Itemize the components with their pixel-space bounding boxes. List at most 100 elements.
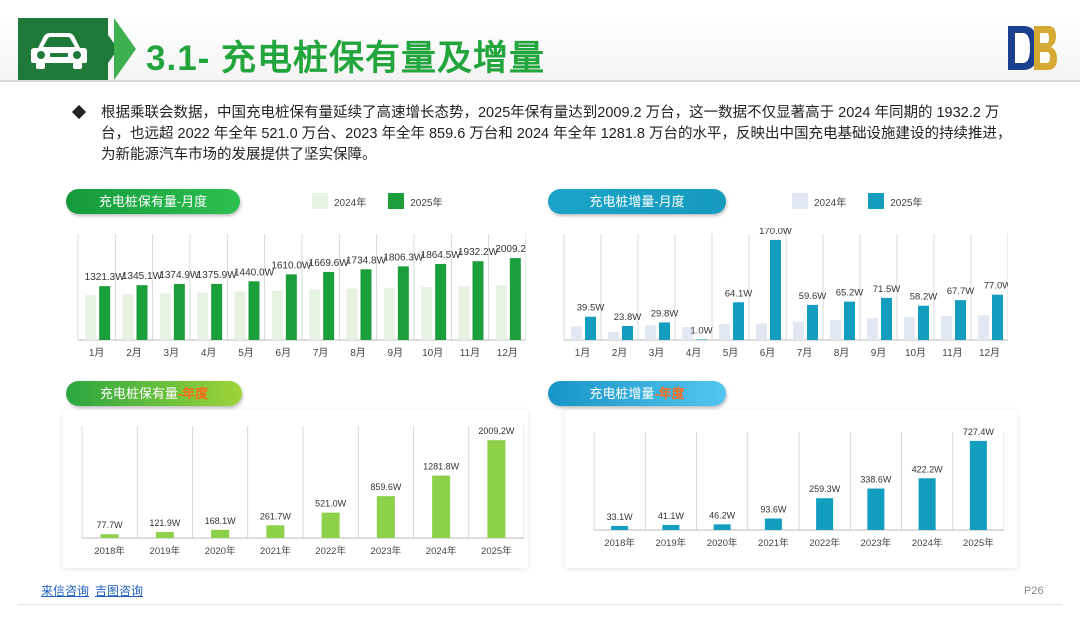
bar-2024 xyxy=(867,318,878,340)
bar-2024 xyxy=(197,292,209,340)
bar-2024 xyxy=(719,324,730,340)
data-label: 2009.2W xyxy=(495,244,526,255)
legend-label-2024: 2024年 xyxy=(814,197,847,209)
bar-2025 xyxy=(585,316,596,340)
bar-2025 xyxy=(323,271,335,340)
data-label: 1669.6W xyxy=(309,258,350,269)
tick-label: 2019年 xyxy=(150,545,181,557)
bar-2025 xyxy=(881,297,892,340)
data-label: 338.6W xyxy=(860,475,892,485)
tick-label: 4月 xyxy=(201,347,217,359)
bullet-diamond-icon xyxy=(71,104,87,120)
footer-link-1[interactable]: 来信咨询 xyxy=(41,584,90,598)
data-label: 1440.0W xyxy=(234,267,275,278)
data-label: 1345.1W xyxy=(122,271,163,282)
bar-2025 xyxy=(211,283,223,340)
tick-label: 2月 xyxy=(126,347,142,359)
tick-label: 1月 xyxy=(89,347,105,359)
tick-label: 2019年 xyxy=(656,537,687,549)
legend-stock-monthly: 2024年 2025年 xyxy=(312,193,443,209)
data-label: 859.6W xyxy=(370,482,402,492)
tick-label: 11月 xyxy=(460,347,480,359)
bar-2025 xyxy=(509,258,521,340)
data-label: 59.6W xyxy=(799,291,826,302)
data-label: 1864.5W xyxy=(421,250,462,261)
bar-2024 xyxy=(122,294,134,340)
tick-label: 2018年 xyxy=(94,545,125,557)
data-label: 71.5W xyxy=(873,284,900,295)
chevron-light xyxy=(114,18,136,80)
tick-label: 7月 xyxy=(797,347,813,359)
bar-2024 xyxy=(941,315,952,340)
tick-label: 4月 xyxy=(686,347,702,359)
tick-label: 5月 xyxy=(238,347,254,359)
bar-2024 xyxy=(904,317,915,340)
data-label: 727.4W xyxy=(963,428,995,437)
bar-2024 xyxy=(495,285,507,340)
bar-2024 xyxy=(978,315,989,340)
db-logo-icon xyxy=(1008,26,1057,70)
chevron-dark xyxy=(96,18,118,80)
footer-rule xyxy=(18,604,1062,605)
bar-2024 xyxy=(645,325,656,340)
bar-2025 xyxy=(472,261,484,340)
chart-increment-annual: 33.1W 2018年 41.1W 2019年 46.2W 2020年 93.6W 2021年… xyxy=(593,428,1004,549)
data-label: 2009.2W xyxy=(478,426,515,436)
car-icon xyxy=(31,33,87,69)
data-label: 1281.8W xyxy=(423,462,460,472)
footer-links: 来信咨询 吉图咨询 xyxy=(41,582,149,599)
bar-2025 xyxy=(173,283,185,340)
bar xyxy=(487,440,506,538)
legend-swatch-2024 xyxy=(312,193,328,209)
pill-stock-annual: 充电桩保有量-年度 xyxy=(66,381,242,406)
bar-2025 xyxy=(285,274,297,340)
header-rule xyxy=(0,80,1080,82)
bar-2024 xyxy=(159,293,171,340)
data-label: 33.1W xyxy=(607,512,634,522)
intro-paragraph: 根据乘联会数据，中国充电桩保有量延续了高速增长态势，2025年保有量达到2009… xyxy=(101,105,1012,163)
bar xyxy=(155,532,174,538)
bar-2024 xyxy=(571,326,582,340)
footer-link-2[interactable]: 吉图咨询 xyxy=(95,584,144,598)
tick-label: 2021年 xyxy=(758,537,789,549)
data-label: 1.0W xyxy=(690,325,712,336)
data-label: 41.1W xyxy=(658,511,685,521)
bar-2025 xyxy=(99,286,111,340)
pill-increment-annual-label: 充电桩增量 xyxy=(589,386,655,401)
bar xyxy=(918,478,936,530)
panel-increment-annual xyxy=(565,410,1017,568)
data-label: 64.1W xyxy=(725,288,752,299)
data-label: 58.2W xyxy=(910,292,937,303)
bar-2025 xyxy=(622,325,633,340)
tick-label: 10月 xyxy=(905,347,926,359)
chart-stock-annual: 77.7W 2018年 121.9W 2019年 168.1W 2020年 261.7W 20… xyxy=(81,426,524,557)
legend-swatch-2025 xyxy=(868,193,885,209)
bar-2024 xyxy=(608,331,619,340)
bar xyxy=(100,534,119,538)
bar xyxy=(764,518,782,530)
legend-label-2025: 2025年 xyxy=(410,197,443,209)
tick-label: 2018年 xyxy=(604,537,635,549)
legend-swatch-2024 xyxy=(792,193,808,209)
chart-stock-monthly: 1321.3W 1月 1345.1W 2月 1374.9W 3月 1375.9W 4月 1440… xyxy=(77,234,526,359)
data-label: 168.1W xyxy=(205,516,237,526)
tick-label: 2024年 xyxy=(426,545,457,557)
tick-label: 2月 xyxy=(612,347,628,359)
tick-label: 6月 xyxy=(276,347,292,359)
data-label: 1734.8W xyxy=(346,255,387,266)
legend-increment-monthly: 2024年 2025年 xyxy=(792,193,923,209)
header-band xyxy=(0,14,1080,80)
data-label: 1375.9W xyxy=(197,270,238,281)
bar xyxy=(969,440,987,530)
bar-2025 xyxy=(136,285,148,340)
bar xyxy=(611,525,629,530)
bar-2024 xyxy=(346,288,358,340)
bar-2024 xyxy=(756,323,767,340)
bar-2025 xyxy=(435,263,447,340)
data-label: 77.0W xyxy=(984,281,1008,292)
bar-2024 xyxy=(234,291,246,340)
data-label: 1321.3W xyxy=(85,272,126,283)
data-label: 77.7W xyxy=(97,520,124,530)
tick-label: 8月 xyxy=(350,347,366,359)
bar xyxy=(376,496,395,538)
